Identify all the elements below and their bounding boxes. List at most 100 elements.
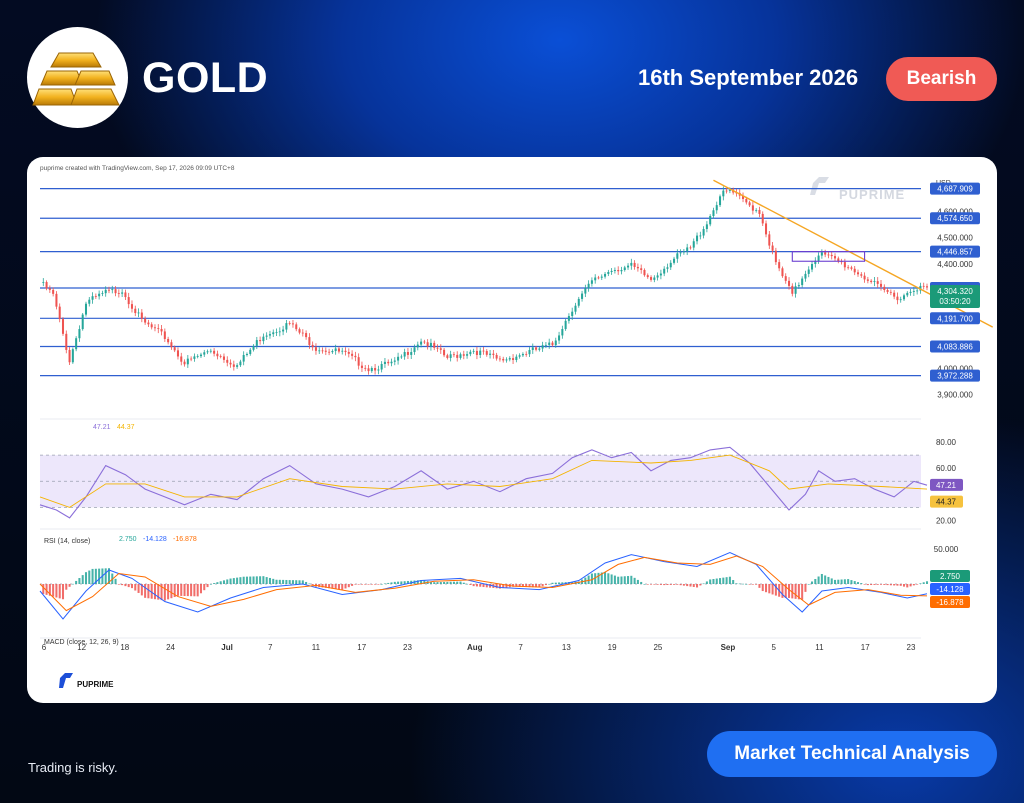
macd-histogram-bar — [216, 582, 219, 584]
macd-histogram-bar — [78, 578, 81, 584]
candle-body — [607, 272, 610, 274]
candle-body — [472, 350, 475, 352]
macd-histogram-bar — [52, 584, 55, 597]
candle-body — [778, 262, 781, 269]
candle-body — [193, 356, 196, 359]
candle-body — [186, 358, 189, 365]
macd-histogram-bar — [262, 576, 265, 584]
macd-histogram-bar — [469, 584, 472, 585]
candle-body — [351, 353, 354, 356]
candle-body — [305, 333, 308, 338]
candle-body — [249, 349, 252, 354]
macd-histogram-bar — [282, 579, 285, 584]
macd-histogram-bar — [137, 584, 140, 593]
candle-body — [426, 342, 429, 347]
macd-histogram-bar — [321, 584, 324, 588]
candle-body — [236, 365, 239, 367]
candle-body — [781, 268, 784, 277]
candle-body — [893, 292, 896, 297]
macd-histogram-bar — [272, 578, 275, 584]
market-analysis-button[interactable]: Market Technical Analysis — [707, 731, 997, 777]
macd-histogram-bar — [360, 584, 363, 585]
macd-histogram-bar — [919, 583, 922, 584]
macd-histogram-bar — [909, 584, 912, 587]
candle-body — [712, 210, 715, 216]
macd-histogram-bar — [528, 584, 531, 588]
price-axis-label: 4,600.000 — [937, 208, 973, 217]
macd-histogram-bar — [817, 576, 820, 584]
macd-histogram-bar — [193, 584, 196, 597]
candle-body — [370, 368, 373, 372]
macd-histogram-bar — [482, 584, 485, 588]
level-price-label: 4,574.650 — [937, 214, 973, 223]
macd-histogram-bar — [196, 584, 199, 597]
candle-body — [830, 254, 833, 257]
candle-body — [584, 288, 587, 294]
macd-histogram-bar — [702, 583, 705, 585]
macd-histogram-bar — [61, 584, 65, 600]
level-price-label: 4,446.857 — [937, 248, 973, 257]
macd-histogram-bar — [383, 583, 386, 585]
macd-histogram-bar — [370, 584, 373, 585]
candle-body — [561, 329, 564, 336]
macd-histogram-bar — [45, 584, 48, 595]
candle-body — [558, 335, 561, 341]
macd-histogram-bar — [367, 584, 370, 585]
macd-histogram-bar — [275, 579, 278, 584]
candle-body — [78, 329, 81, 339]
macd-histogram-bar — [157, 584, 160, 600]
candle-body — [909, 291, 912, 293]
macd-tag-label: -14.128 — [936, 585, 964, 594]
macd-histogram-bar — [620, 576, 623, 584]
candle-body — [94, 296, 97, 297]
resistance-box — [791, 251, 866, 262]
candle-body — [452, 354, 455, 356]
macd-histogram-bar — [791, 584, 794, 599]
macd-histogram-bar — [725, 577, 728, 584]
macd-histogram-bar — [104, 568, 107, 584]
macd-histogram-bar — [117, 584, 120, 585]
macd-histogram-bar — [853, 581, 856, 584]
macd-histogram-bar — [252, 576, 255, 584]
macd-histogram-bar — [183, 584, 186, 597]
macd-histogram-bar — [781, 584, 784, 598]
candle-body — [535, 347, 538, 350]
candle-body — [663, 268, 666, 274]
candle-body — [771, 245, 774, 251]
macd-histogram-bar — [190, 584, 193, 597]
macd-histogram-bar — [515, 584, 518, 587]
candle-body — [357, 357, 360, 366]
macd-histogram-bar — [732, 580, 735, 584]
candle-body — [443, 349, 446, 356]
candle-body — [902, 295, 906, 300]
macd-histogram-bar — [331, 584, 334, 589]
candle-body — [899, 299, 902, 301]
candle-body — [48, 288, 51, 290]
candle-body — [495, 354, 498, 359]
macd-histogram-bar — [84, 572, 88, 584]
macd-histogram-bar — [801, 584, 804, 600]
x-axis-label: 12 — [77, 643, 86, 652]
x-axis-label: 24 — [166, 643, 175, 652]
candle-body — [906, 292, 909, 296]
candle-body — [765, 223, 768, 235]
candle-body — [820, 252, 823, 256]
candle-body — [528, 349, 531, 355]
macd-histogram-bar — [495, 584, 498, 589]
macd-histogram-bar — [824, 575, 827, 584]
candle-body — [669, 262, 672, 268]
macd-histogram-bar — [354, 584, 357, 585]
candle-body — [469, 351, 472, 355]
candle-body — [696, 235, 699, 242]
macd-histogram-bar — [245, 576, 248, 584]
watermark-text: PUPRIME — [839, 187, 905, 202]
macd-histogram-bar — [518, 584, 521, 587]
candle-body — [203, 352, 206, 355]
macd-histogram-bar — [127, 584, 130, 588]
macd-histogram-bar — [604, 572, 607, 584]
candle-body — [541, 345, 544, 349]
candle-body — [176, 350, 179, 357]
level-price-tag — [930, 182, 980, 195]
macd-histogram-bar — [538, 584, 541, 588]
macd-histogram-bar — [364, 584, 367, 585]
